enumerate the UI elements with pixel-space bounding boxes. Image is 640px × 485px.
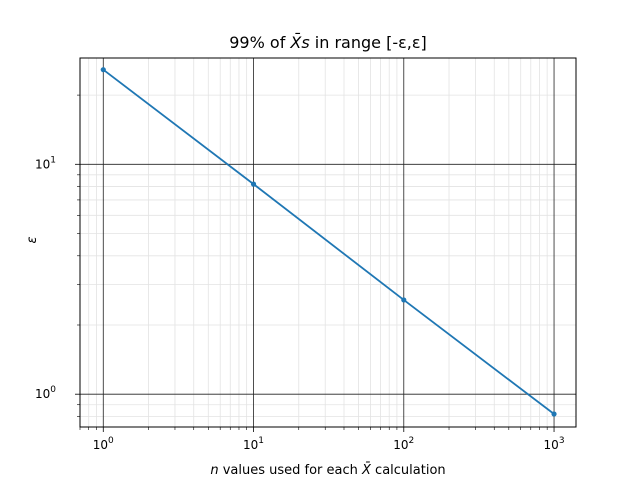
chart-title: 99% of X̄s in range [-ε,ε]	[229, 33, 426, 52]
x-tick-label: 101	[243, 436, 264, 452]
data-point	[401, 297, 407, 303]
minor-grid	[79, 58, 576, 427]
data-point	[100, 67, 106, 73]
plot-frame	[79, 57, 577, 428]
x-tick-label: 100	[93, 436, 114, 452]
data-point	[551, 411, 557, 417]
x-tick-label: 102	[393, 436, 414, 452]
major-grid	[80, 58, 576, 427]
y-tick-label: 100	[35, 385, 56, 401]
series-layer	[100, 67, 557, 417]
y-tick-label: 101	[35, 155, 56, 171]
y-axis-ticks: 100 101	[35, 94, 80, 417]
data-point	[250, 181, 257, 187]
plot-area	[79, 57, 577, 428]
x-tick-label: 103	[544, 436, 565, 452]
y-axis-label: ε	[25, 236, 40, 243]
series-line	[102, 68, 555, 415]
x-axis-label: n values used for each X̄ calculation	[210, 463, 445, 478]
x-axis-ticks: 100 101 102 103	[79, 427, 565, 452]
